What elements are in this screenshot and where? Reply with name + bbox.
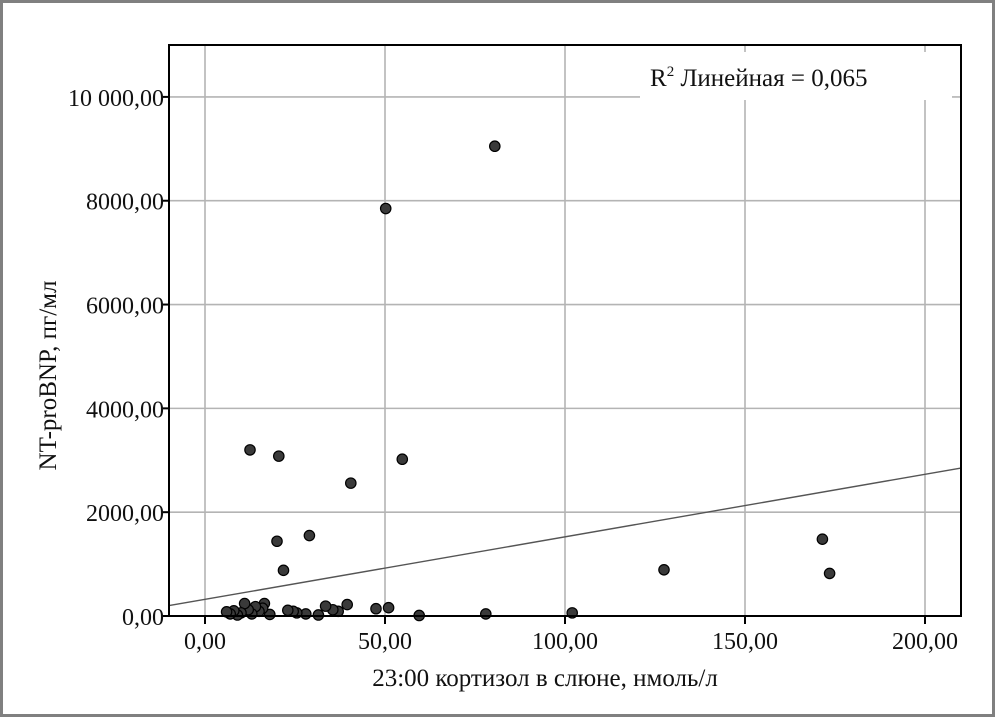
x-axis-title: 23:00 кортизол в слюне, нмоль/л bbox=[372, 665, 718, 692]
data-point bbox=[319, 600, 332, 612]
y-tick-label: 4000,00 bbox=[86, 397, 164, 423]
x-tick-label: 0,00 bbox=[184, 629, 226, 655]
x-tick-label: 150,00 bbox=[712, 629, 778, 655]
data-point bbox=[396, 453, 409, 466]
data-point bbox=[382, 601, 395, 614]
data-point bbox=[244, 444, 256, 456]
data-point bbox=[303, 529, 316, 542]
data-point bbox=[277, 564, 290, 577]
y-tick-label: 0,00 bbox=[122, 605, 164, 631]
data-point bbox=[816, 533, 829, 545]
y-tick-label: 6000,00 bbox=[86, 294, 164, 320]
y-axis-ticks: 0,00 2000,00 4000,00 6000,00 8000,00 10 000,0… bbox=[68, 86, 169, 631]
data-point bbox=[263, 608, 276, 621]
data-point bbox=[344, 477, 357, 489]
data-point bbox=[281, 604, 294, 617]
data-point bbox=[271, 535, 283, 548]
r2-superscript: 2 bbox=[667, 64, 675, 80]
x-tick-label: 200,00 bbox=[892, 629, 958, 655]
y-tick-label: 8000,00 bbox=[86, 190, 164, 216]
data-points bbox=[220, 140, 836, 622]
data-point bbox=[488, 140, 501, 153]
r2-text-body: Линейная = 0,065 bbox=[674, 65, 867, 92]
x-tick-label: 100,00 bbox=[532, 629, 598, 655]
data-point bbox=[370, 602, 382, 615]
data-point bbox=[220, 606, 233, 618]
y-tick-label: 2000,00 bbox=[86, 501, 164, 527]
data-point bbox=[479, 608, 492, 620]
r2-prefix: R bbox=[650, 65, 667, 92]
data-point bbox=[658, 564, 670, 576]
r2-annotation-box bbox=[640, 52, 952, 100]
y-tick-label: 10 000,00 bbox=[68, 86, 164, 112]
data-point bbox=[272, 450, 285, 462]
grid bbox=[169, 45, 961, 617]
data-point bbox=[341, 598, 353, 611]
y-axis-title: NT-proBNP, пг/мл bbox=[35, 281, 62, 471]
x-axis-ticks: 0,00 50,00 100,00 150,00 200,00 bbox=[184, 616, 958, 655]
r2-annotation: R2 Линейная = 0,065 bbox=[650, 64, 867, 92]
linear-fit-line bbox=[168, 467, 962, 607]
data-point bbox=[823, 567, 836, 580]
data-point bbox=[379, 202, 392, 215]
x-tick-label: 50,00 bbox=[358, 629, 412, 655]
data-point bbox=[312, 609, 325, 621]
